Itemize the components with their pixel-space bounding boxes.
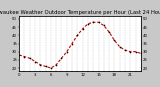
Title: Milwaukee Weather Outdoor Temperature per Hour (Last 24 Hours): Milwaukee Weather Outdoor Temperature pe… <box>0 10 160 15</box>
